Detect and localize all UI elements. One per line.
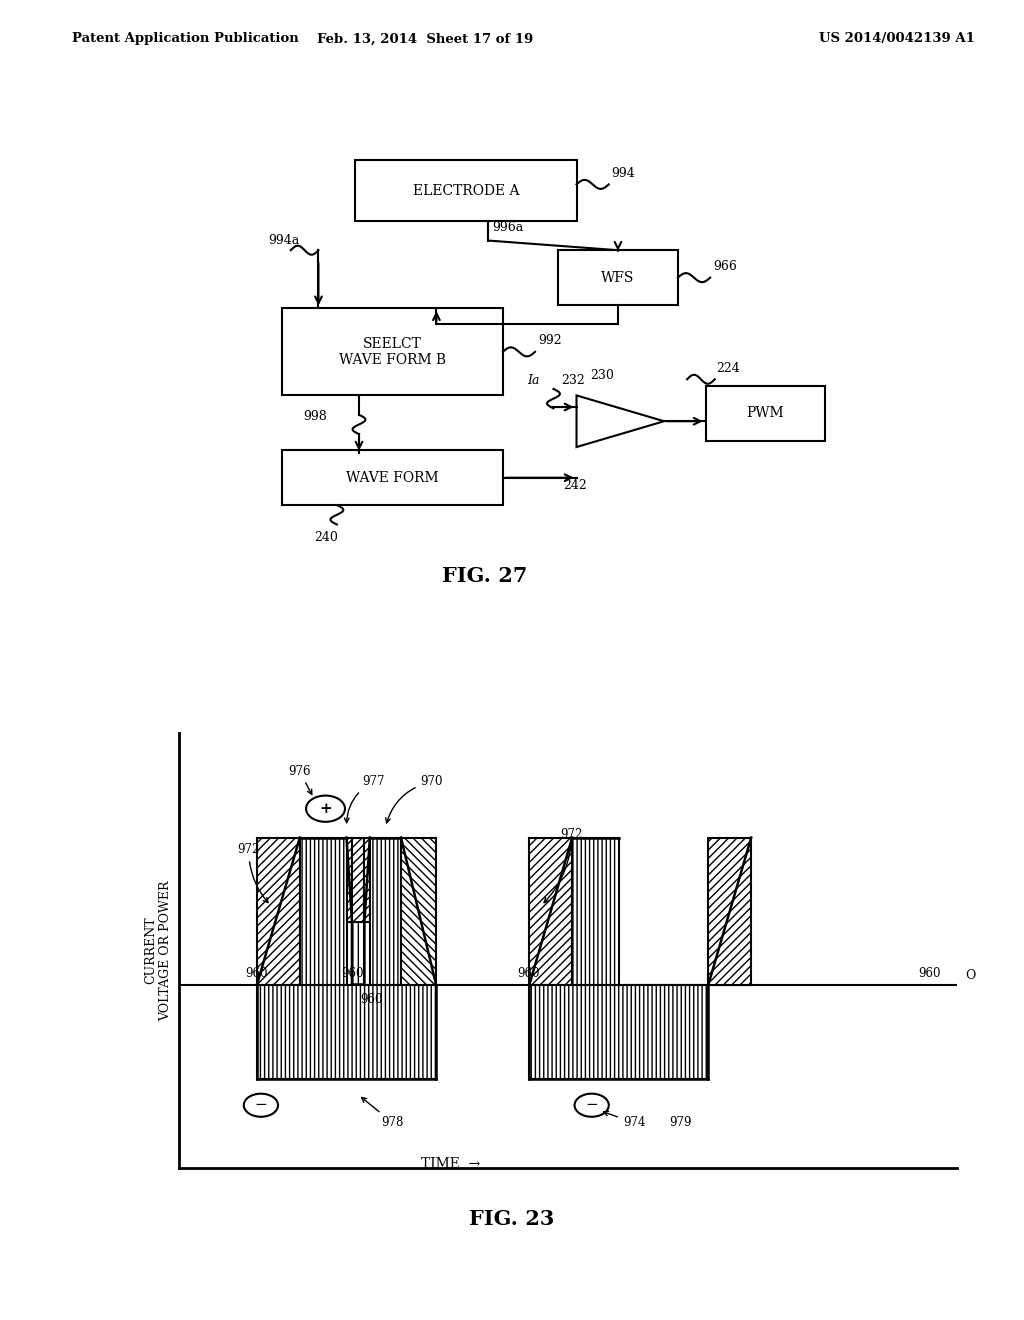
Text: 996a: 996a — [493, 220, 524, 234]
Text: US 2014/0042139 A1: US 2014/0042139 A1 — [819, 33, 975, 45]
Text: 992: 992 — [538, 334, 561, 347]
Polygon shape — [352, 838, 365, 921]
Bar — [706, 385, 825, 441]
Text: O: O — [966, 969, 976, 982]
Text: 998: 998 — [304, 411, 328, 422]
Text: 960: 960 — [359, 993, 382, 1006]
Polygon shape — [709, 838, 752, 985]
Polygon shape — [370, 838, 401, 985]
Text: −: − — [255, 1098, 267, 1113]
Polygon shape — [257, 985, 436, 1078]
Text: 978: 978 — [361, 1097, 403, 1129]
Polygon shape — [529, 985, 709, 1078]
Text: 960: 960 — [246, 966, 268, 979]
Text: FIG. 23: FIG. 23 — [469, 1209, 555, 1229]
Text: 232: 232 — [561, 375, 585, 388]
Polygon shape — [572, 838, 618, 985]
Y-axis label: CURRENT
VOLTAGE OR POWER: CURRENT VOLTAGE OR POWER — [144, 880, 172, 1020]
Text: 994: 994 — [611, 166, 635, 180]
Text: 240: 240 — [314, 531, 338, 544]
Text: 960: 960 — [518, 966, 541, 979]
Text: 974: 974 — [603, 1111, 645, 1129]
Polygon shape — [352, 921, 365, 985]
Text: 976: 976 — [288, 764, 311, 795]
Bar — [558, 251, 678, 305]
Polygon shape — [401, 838, 436, 985]
Text: WFS: WFS — [601, 271, 635, 285]
Polygon shape — [300, 838, 346, 985]
Bar — [282, 450, 503, 506]
Text: 970: 970 — [386, 775, 443, 822]
Bar — [355, 160, 577, 222]
Text: Patent Application Publication: Patent Application Publication — [72, 33, 298, 45]
Text: +: + — [319, 801, 332, 816]
Text: TIME  →: TIME → — [421, 1158, 480, 1171]
Text: 977: 977 — [344, 775, 385, 822]
Polygon shape — [346, 838, 352, 921]
Polygon shape — [257, 838, 300, 985]
Text: 960: 960 — [341, 966, 364, 979]
Text: PWM: PWM — [746, 407, 784, 420]
Text: 224: 224 — [717, 362, 740, 375]
Bar — [282, 309, 503, 396]
Polygon shape — [365, 838, 370, 921]
Text: Ia: Ia — [527, 375, 541, 388]
Polygon shape — [529, 838, 572, 985]
Text: 979: 979 — [670, 1117, 692, 1129]
Text: −: − — [586, 1098, 598, 1113]
Text: ELECTRODE A: ELECTRODE A — [413, 183, 519, 198]
Text: 960: 960 — [919, 966, 941, 979]
Text: Feb. 13, 2014  Sheet 17 of 19: Feb. 13, 2014 Sheet 17 of 19 — [316, 33, 534, 45]
Text: 994a: 994a — [268, 234, 299, 247]
Text: 972: 972 — [238, 843, 268, 903]
Text: 230: 230 — [591, 370, 614, 383]
Text: 966: 966 — [713, 260, 737, 273]
Text: FIG. 27: FIG. 27 — [441, 566, 527, 586]
Text: SEELCT
WAVE FORM B: SEELCT WAVE FORM B — [339, 337, 445, 367]
Text: WAVE FORM: WAVE FORM — [346, 471, 438, 484]
Text: 972: 972 — [544, 828, 583, 903]
Text: 242: 242 — [563, 479, 587, 492]
